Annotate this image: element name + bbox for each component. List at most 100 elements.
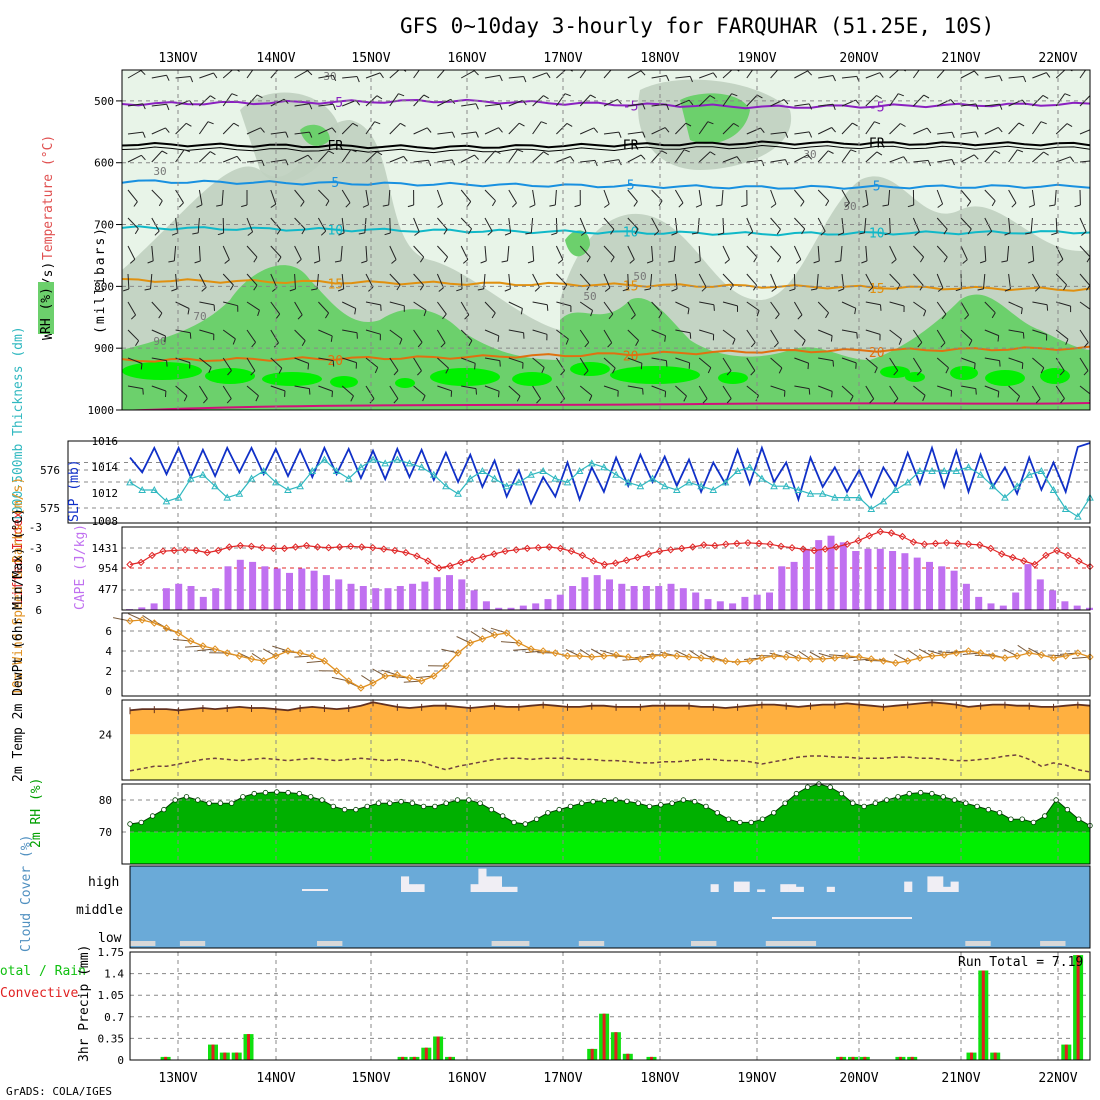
wind-barb [554, 189, 557, 206]
wind-barb-flag [893, 398, 899, 404]
wind-barb [913, 385, 926, 396]
cape-bar [962, 583, 970, 610]
wind-barb-flag [534, 286, 540, 292]
wind-barb [960, 131, 976, 135]
wind-barb [603, 70, 612, 79]
rh-2m-marker [963, 800, 969, 806]
wind-barb-flag [923, 310, 927, 317]
wind-barb-flag [187, 308, 190, 315]
rh-2m-marker [861, 803, 867, 810]
isotherm-label: FR [623, 138, 639, 153]
cape-bar [409, 583, 417, 610]
lifted-index-marker [611, 559, 620, 567]
date-label-top: 21NOV [941, 51, 980, 66]
wind-barb-flag [213, 72, 218, 79]
wind-barb-flag [473, 70, 479, 76]
wind-barb [342, 99, 357, 107]
wind-barb-flag [566, 122, 573, 127]
isotherm-label: 10 [623, 225, 639, 240]
wind-barb-flag [1022, 332, 1025, 339]
wind-barb [675, 75, 691, 79]
wind-speed-marker [940, 651, 948, 659]
wind-barb [674, 189, 684, 204]
wind-barb-flag [770, 203, 777, 208]
wind-barb [936, 245, 948, 258]
wind-barb-flag [898, 338, 902, 345]
wind-barb [365, 189, 369, 205]
wind-barb [1031, 189, 1035, 205]
wind-barb-flag [283, 98, 289, 104]
cloud-high-bar [795, 886, 804, 892]
rh-legend-swatch [38, 282, 54, 334]
wind-barb [341, 385, 354, 397]
wind-barb [1079, 160, 1090, 163]
wind-barb-flag [831, 127, 836, 133]
wind-barb-flag [862, 204, 869, 208]
rh-2m-marker [466, 797, 472, 803]
isotherm-label: 5 [627, 179, 635, 194]
wind-barb-flag [196, 204, 203, 208]
wind-tick-label: 6 [105, 625, 112, 638]
cape-bar [458, 579, 466, 610]
thickness-marker [150, 485, 159, 493]
rh-2m-marker [974, 803, 980, 810]
wind-barb-flag [165, 127, 170, 133]
wind-barb [1054, 189, 1057, 206]
cape-tick-label: 1431 [92, 542, 119, 555]
wind-barb [127, 217, 139, 230]
rh-2m-axis-label: 2m RH (%) [29, 778, 44, 848]
wind-barb-flag [289, 288, 296, 292]
wind-barb-flag [491, 200, 496, 207]
thickness-marker [138, 485, 146, 493]
rh-2m-marker [183, 794, 190, 800]
rh-bright-region [905, 372, 925, 382]
wind-barb [889, 217, 891, 234]
wind-barb-flag [129, 259, 136, 264]
rh-2m-marker [612, 797, 619, 803]
wind-barb [413, 245, 425, 258]
wind-barb [841, 301, 856, 309]
cape-bar [839, 542, 847, 610]
date-label-bottom: 15NOV [351, 1071, 390, 1086]
wind-barb [461, 357, 476, 364]
date-label-bottom: 22NOV [1038, 1071, 1077, 1086]
wind-barb [556, 123, 568, 135]
wind-barb [436, 273, 444, 288]
wind-barb-flag [241, 204, 248, 208]
isotherm-line [122, 345, 1090, 363]
wind-barb [223, 301, 238, 307]
wind-barb-flag [695, 204, 702, 208]
cape-bar [569, 586, 577, 610]
wind-speed-line [126, 616, 1094, 692]
wind-barb-flag [350, 149, 357, 153]
grads-credit: GrADS: COLA/IGES [6, 1085, 112, 1098]
lifted-index-marker [457, 558, 465, 567]
precip-convective-bar [910, 1056, 914, 1060]
wind-barb-flag [903, 70, 906, 72]
cape-bar [224, 566, 232, 610]
cape-bar [778, 566, 786, 610]
cape-bar [790, 561, 798, 610]
wind-barb-flag [795, 259, 802, 264]
wind-barb [579, 385, 593, 396]
wind-barb [936, 329, 946, 344]
wind-barb [222, 329, 236, 340]
lifted-index-marker [291, 543, 300, 551]
wind-barb-flag [608, 313, 614, 320]
wind-barb [1079, 357, 1089, 371]
thickness-marker [126, 478, 134, 486]
wind-barb-flag [834, 260, 841, 263]
wind-barb [889, 273, 901, 286]
cape-bar [286, 572, 293, 610]
cloud-low-bar [1052, 941, 1066, 946]
wind-barb [1032, 151, 1044, 163]
wind-barb-flag [499, 75, 503, 82]
date-label-bottom: 13NOV [158, 1071, 197, 1086]
wind-barb-flag [937, 203, 943, 208]
cape-bar [593, 575, 601, 610]
wind-barb [270, 245, 282, 258]
wind-speed-marker [636, 655, 645, 663]
wind-barb [1079, 70, 1087, 79]
rh-2m-marker [646, 803, 653, 810]
wind-barb [651, 127, 666, 135]
